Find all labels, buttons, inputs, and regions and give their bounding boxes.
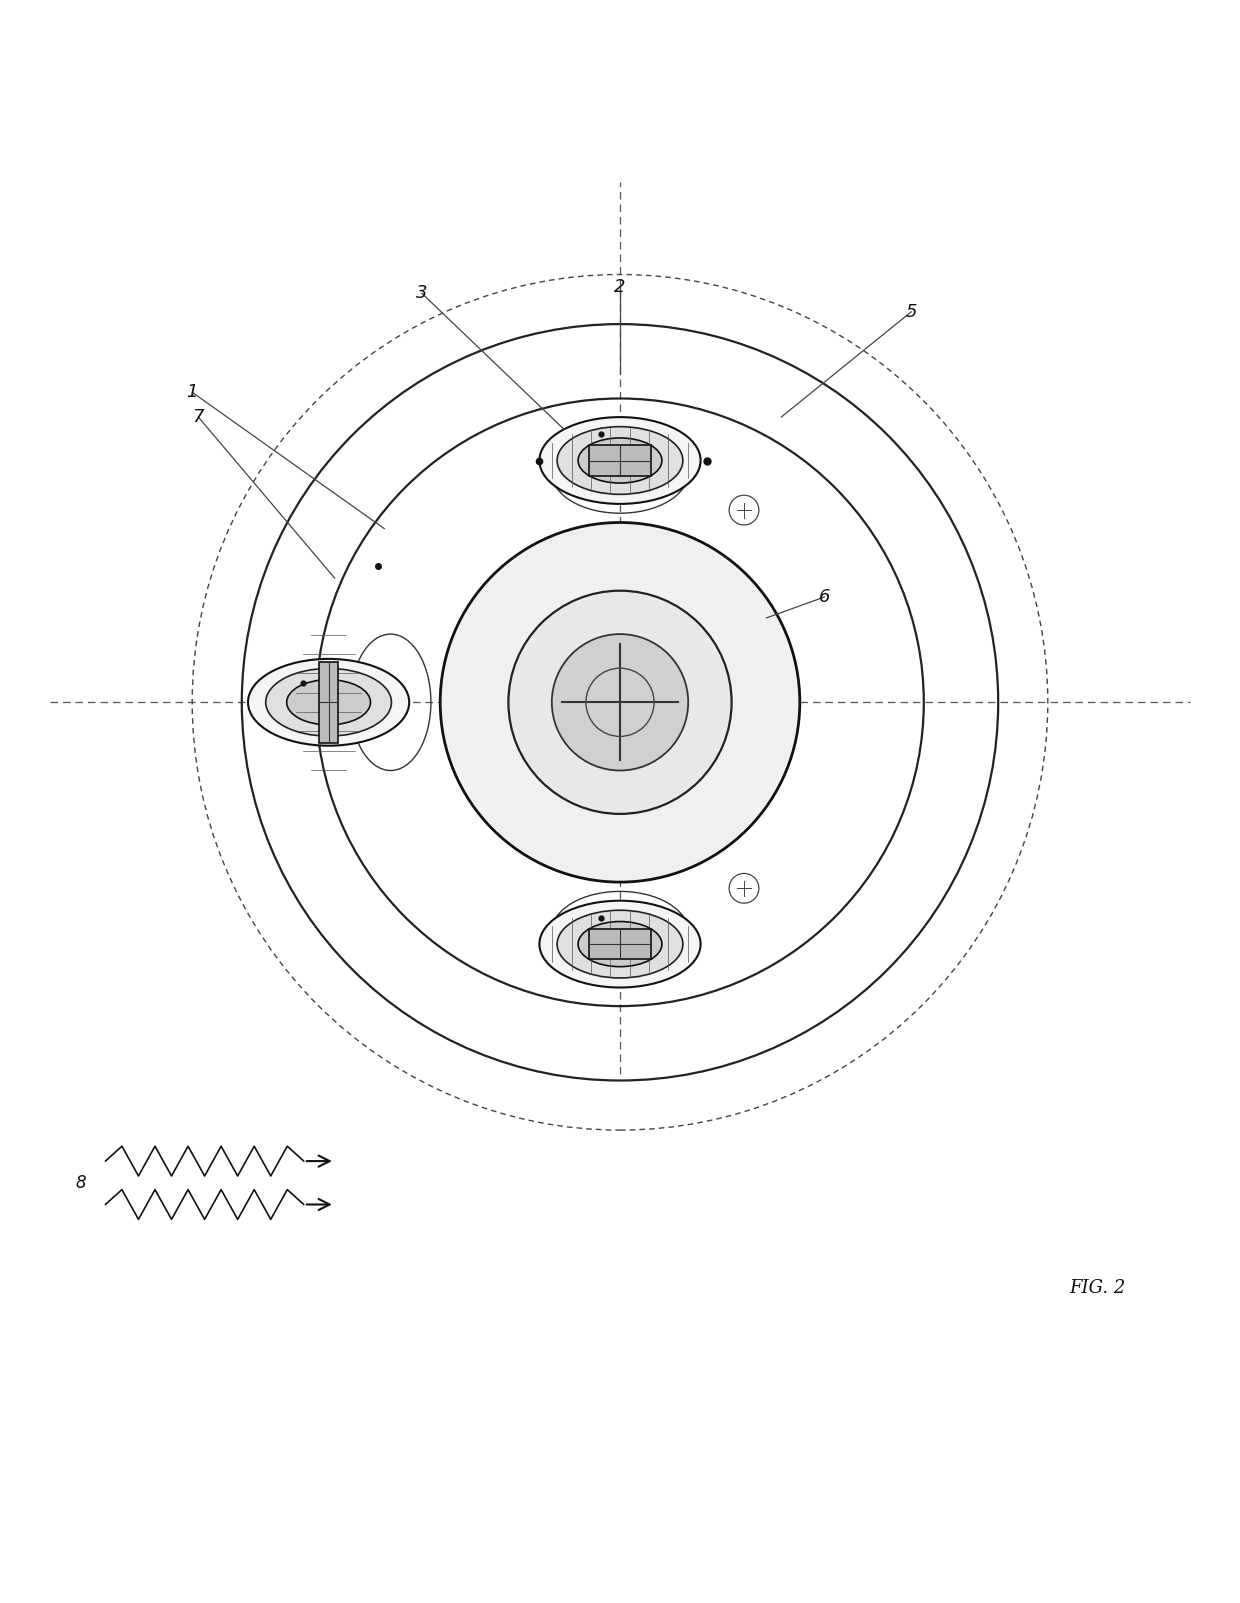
Text: 5: 5 xyxy=(905,303,918,321)
Ellipse shape xyxy=(248,659,409,745)
Text: 2: 2 xyxy=(614,277,626,297)
Circle shape xyxy=(440,523,800,882)
Circle shape xyxy=(552,635,688,771)
Ellipse shape xyxy=(557,426,683,494)
Text: 7: 7 xyxy=(192,409,205,426)
Ellipse shape xyxy=(265,668,392,736)
Circle shape xyxy=(508,590,732,814)
Text: 3: 3 xyxy=(415,284,428,301)
Ellipse shape xyxy=(539,901,701,987)
Ellipse shape xyxy=(286,680,371,725)
Ellipse shape xyxy=(539,417,701,503)
Text: 6: 6 xyxy=(818,588,831,606)
Ellipse shape xyxy=(557,911,683,978)
FancyBboxPatch shape xyxy=(589,446,651,476)
Text: 1: 1 xyxy=(186,383,198,401)
Text: FIG. 2: FIG. 2 xyxy=(1069,1279,1126,1297)
Text: 8: 8 xyxy=(76,1173,86,1191)
Ellipse shape xyxy=(578,922,662,967)
FancyBboxPatch shape xyxy=(589,928,651,959)
Ellipse shape xyxy=(578,438,662,483)
FancyBboxPatch shape xyxy=(319,662,339,742)
